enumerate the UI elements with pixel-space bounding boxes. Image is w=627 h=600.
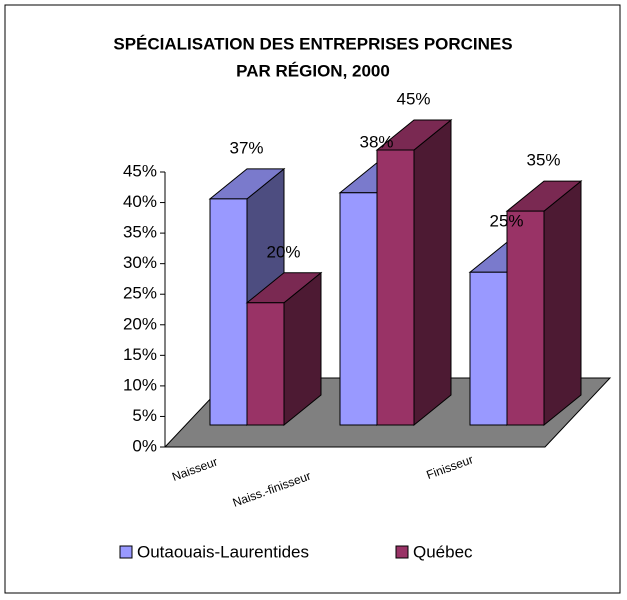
data-label: 45% xyxy=(396,89,430,108)
data-label: 38% xyxy=(359,132,393,151)
data-label: 20% xyxy=(266,242,300,261)
chart-subtitle: PAR RÉGION, 2000 xyxy=(236,61,390,80)
bar xyxy=(209,198,248,426)
legend-label: Outaouais-Laurentides xyxy=(137,542,309,561)
legend-swatch xyxy=(395,545,409,559)
bar xyxy=(246,302,285,426)
data-label: 35% xyxy=(526,151,560,170)
y-tick-label: 0% xyxy=(132,436,157,455)
y-tick-label: 15% xyxy=(123,345,157,364)
y-tick-label: 5% xyxy=(132,406,157,425)
bar xyxy=(506,210,545,426)
y-tick-label: 35% xyxy=(123,223,157,242)
bar-side xyxy=(543,180,582,427)
bar-side xyxy=(413,118,452,427)
data-label: 37% xyxy=(229,138,263,157)
y-tick-label: 20% xyxy=(123,314,157,333)
data-label: 25% xyxy=(489,212,523,231)
y-tick-label: 10% xyxy=(123,375,157,394)
y-tick-label: 30% xyxy=(123,253,157,272)
y-tick-label: 45% xyxy=(123,161,157,180)
bar xyxy=(469,271,508,426)
bar xyxy=(376,149,415,426)
bar xyxy=(339,192,378,426)
legend-label: Québec xyxy=(413,542,473,561)
y-tick-label: 25% xyxy=(123,284,157,303)
chart-title: SPÉCIALISATION DES ENTREPRISES PORCINES xyxy=(113,34,512,53)
legend-swatch xyxy=(119,545,133,559)
y-tick-label: 40% xyxy=(123,192,157,211)
